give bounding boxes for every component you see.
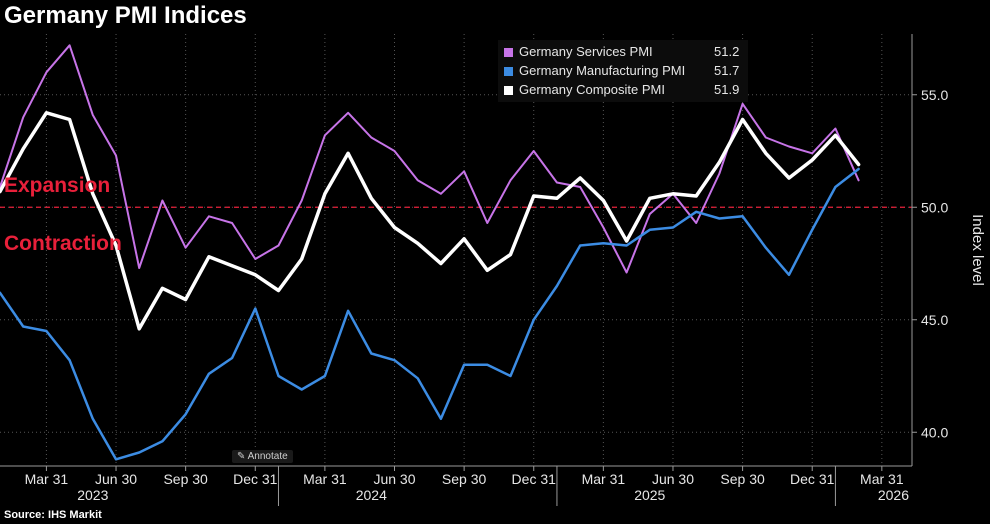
source-note: Source: IHS Markit [4,509,102,521]
legend-value-manufacturing: 51.7 [714,63,740,78]
x-tick-label-5: Jun 30 [373,471,415,487]
x-tick-label-1: Jun 30 [95,471,137,487]
y-tick-label-3: 55.0 [921,87,948,103]
legend-swatch-composite [504,86,513,95]
year-label-1: 2024 [356,487,387,503]
year-label-2: 2025 [634,487,665,503]
legend: Germany Services PMI 51.2 Germany Manufa… [498,40,748,102]
series-line-manufacturing [0,167,860,461]
x-tick-label-7: Dec 31 [512,471,557,487]
legend-swatch-services [504,48,513,57]
expansion-label: Expansion [4,174,111,197]
x-tick-label-4: Mar 31 [303,471,347,487]
legend-label-manufacturing: Germany Manufacturing PMI [519,63,686,78]
legend-label-services: Germany Services PMI [519,44,653,59]
y-tick-label-0: 40.0 [921,424,948,440]
y-tick-label-2: 50.0 [921,199,948,215]
legend-value-composite: 51.9 [714,82,740,97]
x-tick-label-3: Dec 31 [233,471,278,487]
x-tick-label-11: Dec 31 [790,471,835,487]
legend-value-services: 51.2 [714,44,740,59]
x-tick-label-12: Mar 31 [860,471,904,487]
y-axis-title: Index level [969,214,986,286]
x-tick-label-9: Jun 30 [652,471,694,487]
x-tick-label-8: Mar 31 [582,471,626,487]
x-tick-label-2: Sep 30 [163,471,208,487]
year-label-0: 2023 [77,487,108,503]
year-label-3: 2026 [878,487,909,503]
chart-title: Germany PMI Indices [4,2,247,29]
annotate-label: Annotate [247,451,288,462]
contraction-label: Contraction [4,232,122,255]
legend-label-composite: Germany Composite PMI [519,82,665,97]
pencil-icon: ✎ [237,451,246,462]
x-tick-label-6: Sep 30 [442,471,487,487]
y-tick-label-1: 45.0 [921,312,948,328]
x-tick-label-10: Sep 30 [720,471,765,487]
x-tick-label-0: Mar 31 [25,471,69,487]
series-line-composite [0,111,861,331]
annotate-button[interactable]: ✎ Annotate [232,450,293,463]
legend-swatch-manufacturing [504,67,513,76]
series-line-services [0,44,860,274]
